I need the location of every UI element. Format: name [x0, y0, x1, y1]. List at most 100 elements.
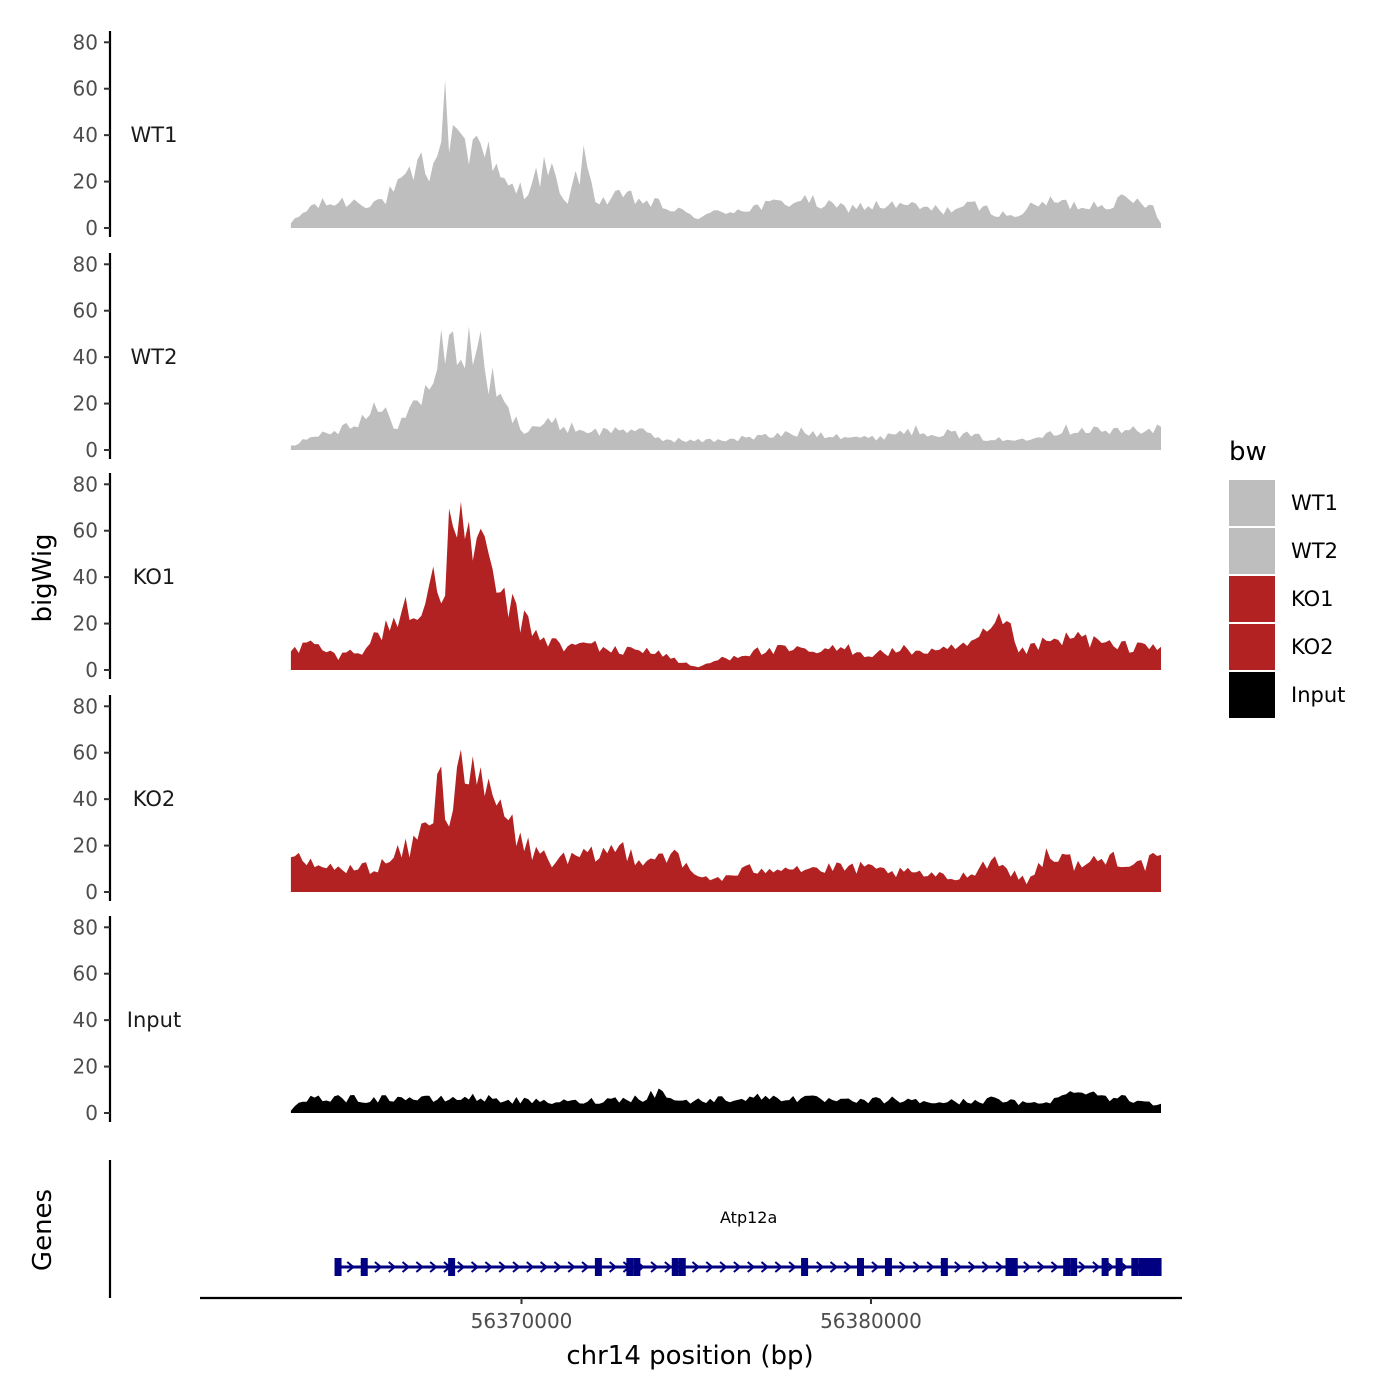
strand-arrow	[1036, 1261, 1046, 1273]
exon	[1005, 1258, 1013, 1276]
strand-arrow	[760, 1261, 770, 1273]
strand-arrow	[747, 1261, 756, 1273]
strand-arrow	[567, 1261, 576, 1273]
exon	[1010, 1258, 1018, 1276]
track-label: WT1	[131, 123, 178, 147]
exon	[801, 1258, 809, 1276]
x-tick-label: 56380000	[820, 1309, 922, 1333]
y-tick-label: 0	[85, 658, 98, 682]
strand-arrow	[526, 1261, 535, 1273]
exon	[594, 1258, 602, 1276]
y-tick-label: 40	[73, 787, 98, 811]
strand-arrow	[691, 1261, 701, 1273]
strand-arrow	[553, 1261, 562, 1273]
y-tick-label: 40	[73, 123, 98, 147]
exon	[1070, 1258, 1078, 1276]
y-tick-label: 20	[73, 170, 98, 194]
gene-label: Atp12a	[720, 1208, 777, 1227]
legend-title: bw	[1229, 437, 1267, 467]
y-tick-label: 60	[73, 77, 98, 101]
y-tick-label: 20	[73, 612, 98, 636]
legend-label-wt2: WT2	[1291, 539, 1338, 563]
strand-arrow	[401, 1261, 411, 1273]
track-ko1: 0 20 40 60 80 KO1	[73, 472, 1161, 682]
legend-swatch-wt1	[1229, 480, 1275, 526]
exon	[940, 1258, 948, 1276]
track-label: KO2	[133, 787, 176, 811]
strand-arrow	[829, 1261, 839, 1273]
y-tick-label: 80	[73, 30, 98, 54]
strand-arrow	[954, 1261, 963, 1273]
legend-label-ko2: KO2	[1291, 635, 1334, 659]
y-tick-label: 80	[73, 472, 98, 496]
strand-arrow	[346, 1261, 355, 1273]
strand-arrow	[581, 1261, 590, 1273]
exon	[678, 1258, 686, 1276]
genes-axis-title: Genes	[28, 1189, 58, 1271]
strand-arrow	[926, 1261, 935, 1273]
legend-label-wt1: WT1	[1291, 491, 1338, 515]
strand-arrow	[1092, 1261, 1101, 1273]
strand-arrow	[470, 1261, 480, 1273]
strand-arrow	[912, 1261, 921, 1273]
x-tick-label: 56370000	[471, 1309, 573, 1333]
strand-arrow	[871, 1261, 880, 1273]
y-tick-label: 40	[73, 1008, 98, 1032]
y-tick-label: 80	[73, 252, 98, 276]
y-tick-label: 0	[85, 880, 98, 904]
genes-panel: Atp12a	[108, 1160, 1162, 1298]
signal-area-ko2	[290, 749, 1161, 892]
signal-area-input	[290, 1088, 1161, 1113]
y-tick-label: 60	[73, 741, 98, 765]
strand-arrow	[733, 1261, 742, 1273]
strand-arrow	[429, 1261, 438, 1273]
y-tick-label: 80	[73, 915, 98, 939]
y-tick-label: 80	[73, 694, 98, 718]
exon	[884, 1258, 892, 1276]
track-label: WT2	[131, 345, 178, 369]
strand-arrow	[608, 1261, 618, 1273]
y-tick-label: 0	[85, 1101, 98, 1125]
strand-arrow	[539, 1261, 549, 1273]
legend-swatch-ko2	[1229, 624, 1275, 670]
exon	[448, 1258, 456, 1276]
strand-arrow	[512, 1261, 521, 1273]
strand-arrow	[484, 1261, 493, 1273]
legend: bw WT1 WT2 KO1 KO2 Input	[1229, 437, 1345, 718]
bigwig-tracks: 0 20 40 60 80 WT1 0 20 40 60 80 WT2 0 20 40 60 80 KO1 0 20 4…	[73, 30, 1161, 1125]
y-tick-label: 60	[73, 519, 98, 543]
strand-arrow	[650, 1261, 659, 1273]
legend-swatch-ko1	[1229, 576, 1275, 622]
exon	[334, 1258, 342, 1276]
legend-label-ko1: KO1	[1291, 587, 1334, 611]
exon	[1101, 1258, 1109, 1276]
signal-area-ko1	[290, 501, 1161, 670]
strand-arrow	[719, 1261, 728, 1273]
y-tick-label: 60	[73, 962, 98, 986]
strand-arrow	[995, 1261, 1004, 1273]
y-tick-label: 60	[73, 299, 98, 323]
track-label: Input	[127, 1008, 181, 1032]
strand-arrow	[664, 1261, 673, 1273]
strand-arrow	[705, 1261, 714, 1273]
y-tick-label: 20	[73, 392, 98, 416]
exon	[626, 1258, 634, 1276]
y-tick-label: 40	[73, 565, 98, 589]
strand-arrow	[981, 1261, 990, 1273]
exon	[856, 1258, 864, 1276]
exon	[1139, 1258, 1162, 1276]
x-axis: 56370000 56380000	[200, 1296, 1182, 1333]
exon	[360, 1258, 368, 1276]
strand-arrow	[843, 1261, 852, 1273]
exon	[1131, 1258, 1139, 1276]
y-tick-label: 0	[85, 438, 98, 462]
y-tick-label: 20	[73, 1055, 98, 1079]
exon	[671, 1258, 679, 1276]
track-wt1: 0 20 40 60 80 WT1	[73, 30, 1161, 240]
strand-arrow	[388, 1261, 397, 1273]
track-label: KO1	[133, 565, 176, 589]
legend-label-input: Input	[1291, 683, 1345, 707]
signal-area-wt2	[290, 326, 1161, 450]
strand-arrow	[457, 1261, 466, 1273]
